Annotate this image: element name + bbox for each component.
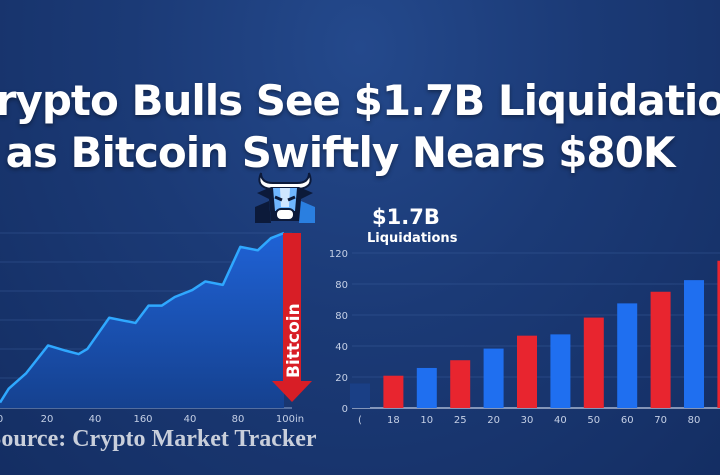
x-tick-label: 80 [688, 415, 701, 426]
bar [350, 383, 370, 408]
price-line [0, 231, 285, 404]
x-tick-label: 40 [184, 414, 197, 425]
bar [684, 280, 704, 408]
bar [617, 303, 638, 408]
x-tick-label: 50 [587, 415, 600, 426]
area-fill [0, 233, 284, 408]
bar [416, 367, 437, 408]
y-tick-label: 80 [335, 311, 348, 322]
bull-head-icon [255, 172, 315, 223]
x-tick-label: 25 [454, 415, 467, 426]
x-tick-label: ( [358, 415, 362, 426]
x-tick-label: 70 [654, 415, 667, 426]
bar [383, 375, 404, 408]
x-tick-label: 80 [232, 414, 245, 425]
headline-line-1: Crypto Bulls See $1.7B Liquidation [0, 76, 720, 125]
bar [517, 335, 537, 408]
bar [650, 291, 671, 408]
x-tick-label: 60 [621, 415, 634, 426]
headline-line-2: as Bitcoin Swiftly Nears $80K [5, 128, 676, 177]
bitcoin-drop-arrow: Bittcoin [272, 233, 312, 402]
x-tick-label: 30 [521, 415, 534, 426]
x-tick-label: 0 [0, 414, 3, 425]
x-tick-label: 40 [554, 415, 567, 426]
bar [450, 360, 471, 408]
y-tick-label: 80 [335, 280, 348, 291]
bar [483, 348, 504, 408]
bar [583, 317, 604, 408]
x-tick-label: 100in [276, 414, 304, 425]
x-tick-label: 20 [41, 414, 54, 425]
x-tick-label: 160 [133, 414, 152, 425]
y-tick-label: 0 [342, 404, 348, 415]
bar-chart-subtitle: Liquidations [367, 231, 458, 246]
source-caption: Source: Crypto Market Tracker [0, 426, 317, 452]
y-tick-label: 40 [335, 342, 348, 353]
x-tick-label: 10 [420, 415, 433, 426]
x-tick-label: 40 [89, 414, 102, 425]
bar [550, 334, 571, 408]
arrow-label: Bittcoin [284, 303, 304, 378]
liquidations-bar-chart: 0 20 40 80 80 120 (18 10 25 20 30 40 50 60 70 80 [329, 249, 720, 426]
y-tick-label: 120 [329, 249, 348, 260]
bar-chart-title: $1.7B [372, 205, 440, 229]
bitcoin-line-chart: 0 20 40 160 40 80 100in [0, 231, 304, 425]
x-tick-label: 18 [387, 415, 400, 426]
bar [717, 260, 720, 408]
x-tick-label: 20 [487, 415, 500, 426]
y-tick-label: 20 [335, 373, 348, 384]
